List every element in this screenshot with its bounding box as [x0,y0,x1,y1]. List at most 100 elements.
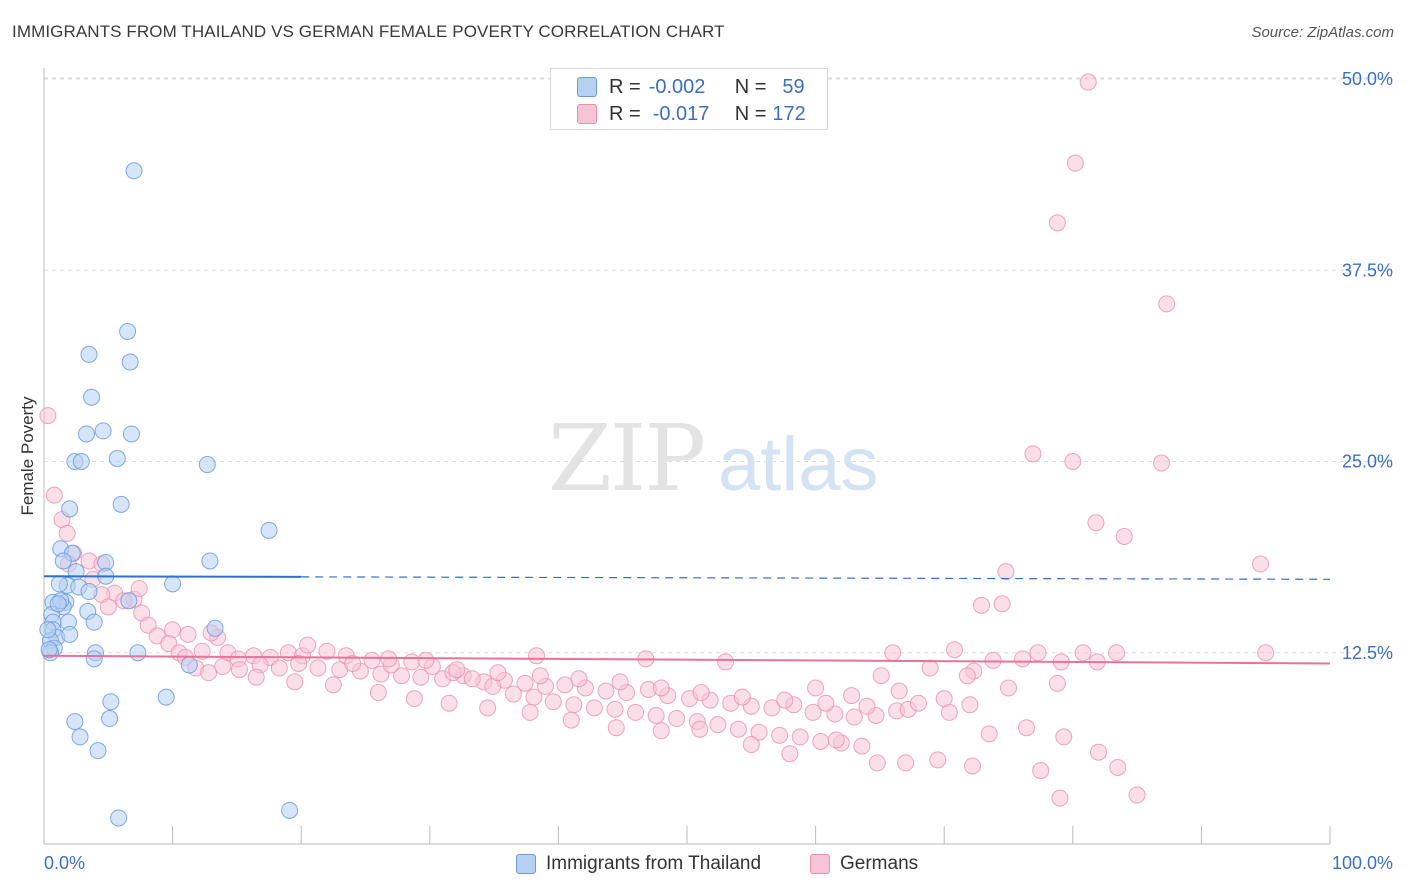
bottom-legend-label-thailand: Immigrants from Thailand [546,853,762,874]
germans-point [1014,650,1032,668]
thailand-point [180,656,198,674]
thailand-point [49,595,67,613]
germans-point [691,720,709,738]
thailand-point [77,425,95,443]
germans-point [58,524,76,542]
germans-point [479,699,497,717]
thailand-point [125,162,143,180]
germans-point [1158,295,1176,313]
thailand-point [89,742,107,760]
germans-point [1029,644,1047,662]
germans-point [961,696,979,714]
germans-point [309,659,327,677]
germans-point [733,688,751,706]
correlation-legend: R = -0.002 N = 59 R = -0.017 N = 172 [550,68,828,130]
chart-title: IMMIGRANTS FROM THAILAND VS GERMAN FEMAL… [12,22,725,41]
thailand-point [120,592,138,610]
germans-point [1108,644,1126,662]
thailand-point [80,345,98,363]
thailand-point [101,710,119,728]
thailand-point [61,500,79,518]
germans-point [1055,728,1073,746]
germans-point [1257,644,1275,662]
bottom-legend-label-germans: Germans [840,853,919,874]
germans-point [817,694,835,712]
watermark-zip: ZIP [548,405,704,512]
thailand-points [39,162,299,827]
germans-point [827,731,845,749]
chart-source: Source: ZipAtlas.com [1251,24,1394,41]
germans-point [230,661,248,679]
germans-point [1128,786,1146,804]
grid-layer [44,77,1392,654]
germans-point [597,682,615,700]
germans-point [290,654,308,672]
x-tick-label-min: 0.0% [44,853,85,873]
bottom-legend-thailand: Immigrants from Thailand [516,852,761,876]
x-tick-label-max: 100.0% [1332,853,1393,873]
germans-point [247,668,265,686]
germans-point [607,719,625,737]
germans-point [868,754,886,772]
legend-r-value-thailand: -0.002 [648,75,706,98]
germans-point [709,716,727,734]
thailand-point [198,456,216,474]
watermark-atlas: atlas [718,422,879,507]
germans-point [489,664,507,682]
germans-point [1051,789,1069,807]
trend-lines [43,575,1331,665]
legend-row-thailand: R = -0.002 N = 59 [577,75,805,99]
thailand-point [40,641,58,659]
germans-point [1018,719,1036,737]
germans-point [771,726,789,744]
germans-point [1074,644,1092,662]
thailand-trend-solid [43,575,302,578]
germans-point [890,682,908,700]
germans-point [45,486,63,504]
germans-point [179,625,197,643]
germans-point [556,676,574,694]
germans-point [909,694,927,712]
thailand-point [201,552,219,570]
germans-point [972,596,990,614]
germans-point [652,722,670,740]
germans-point [853,737,871,755]
germans-point [692,684,710,702]
germans-point [963,757,981,775]
germans-point [606,700,624,718]
germans-point [1109,759,1127,776]
germans-point [562,711,580,729]
germans-point [369,684,387,702]
germans-point [324,676,342,694]
germans-point [1032,762,1050,780]
germans-point [516,674,534,692]
germans-point [570,670,588,688]
germans-point [1252,555,1270,573]
germans-point [99,598,117,616]
germans-point [647,706,665,724]
germans-point [448,661,466,679]
thailand-point [157,688,175,706]
germans-point [997,563,1015,581]
germans-point [1066,154,1084,172]
germans-point [791,728,809,746]
germans-point [897,754,915,772]
thailand-point [121,353,139,371]
germans-point [935,690,953,708]
germans-point [1048,214,1066,232]
thailand-point [260,521,278,539]
tick-labels: 12.5% 25.0% 37.5% 50.0% 0.0% 100.0% [44,69,1393,873]
germans-point [585,699,603,717]
germans-point [393,667,411,685]
germans-point [668,710,686,728]
y-tick-label: 50.0% [1342,69,1393,89]
legend-r-label: R = [609,102,641,125]
thailand-point [112,495,130,513]
germans-trend-line [43,654,1331,665]
legend-row-germans: R = -0.017 N = 172 [577,102,806,126]
thailand-point [85,650,103,668]
germans-point [412,668,430,686]
thailand-point [164,575,182,593]
germans-point [521,703,539,721]
